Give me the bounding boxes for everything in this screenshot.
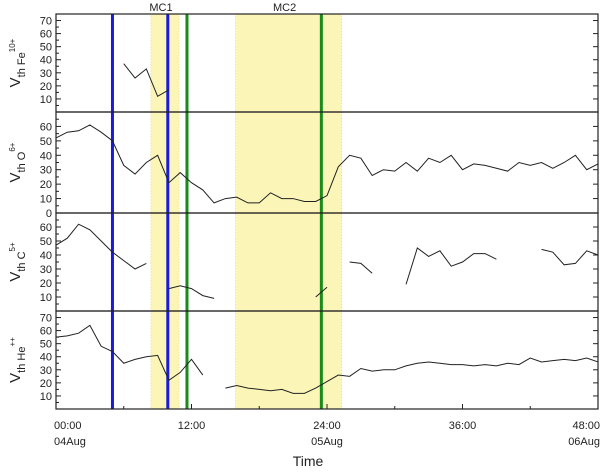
y-tick-label-panel1-4: 40 [40, 55, 52, 67]
region-label-2: MC2 [273, 2, 296, 14]
y-tick-label-panel4-6: 60 [40, 326, 52, 338]
y-tick-label-panel1-3: 30 [40, 68, 52, 80]
x-date-label-3: 05Aug [311, 436, 343, 448]
y-tick-label-panel2-5: 40 [40, 150, 52, 162]
y-axis-label-panel3: Vth C5+ [7, 242, 28, 282]
y-axis-label-panel1: Vth Fe10+ [7, 38, 28, 87]
y-tick-label-panel2-7: 60 [40, 121, 52, 133]
x-tick-label-1: 00:00 [54, 420, 82, 432]
x-tick-label-3: 24:00 [313, 420, 341, 432]
shaded-region-1 [150, 13, 180, 410]
series-line-panel1-segment1 [123, 63, 170, 98]
series-line-panel3-segment3 [315, 286, 328, 298]
x-tick-label-4: 36:00 [449, 420, 477, 432]
y-tick-label-panel3-4: 40 [40, 250, 52, 262]
y-tick-label-panel4-1: 10 [40, 391, 52, 403]
y-tick-label-panel3-2: 20 [40, 278, 52, 290]
y-tick-label-panel3-6: 60 [40, 222, 52, 234]
y-tick-label-panel3-5: 50 [40, 236, 52, 248]
x-date-label-1: 04Aug [54, 436, 86, 448]
y-axis-label-panel4: Vth He++ [7, 337, 28, 383]
y-tick-label-panel4-7: 70 [40, 313, 52, 325]
series-line-panel3-segment2 [168, 285, 215, 299]
region-layer [150, 13, 343, 410]
y-tick-label-panel2-3: 20 [40, 179, 52, 191]
series-line-panel2-segment1 [55, 124, 599, 204]
y-tick-label-panel4-2: 20 [40, 378, 52, 390]
x-tick-label-5: 48:00 [572, 420, 600, 432]
y-tick-label-panel3-1: 10 [40, 292, 52, 304]
axes-layer [55, 13, 599, 410]
x-tick-label-2: 12:00 [178, 420, 206, 432]
y-tick-label-panel1-2: 20 [40, 81, 52, 93]
region-label-1: MC1 [149, 2, 172, 14]
y-axis-label-panel2: Vth O6+ [7, 142, 28, 182]
x-axis-title: Time [293, 453, 324, 469]
y-tick-label-panel1-7: 70 [40, 16, 52, 28]
y-tick-label-panel4-4: 40 [40, 352, 52, 364]
y-tick-label-panel2-6: 50 [40, 136, 52, 148]
series-line-panel3-segment1 [55, 223, 147, 270]
series-line-panel3-segment4 [349, 261, 373, 274]
series-line-panel4-segment1 [55, 324, 204, 382]
y-tick-label-panel1-1: 10 [40, 94, 52, 106]
series-line-panel4-segment2 [225, 357, 599, 394]
y-tick-label-panel1-5: 50 [40, 42, 52, 54]
y-tick-label-panel3-3: 30 [40, 264, 52, 276]
series-line-panel3-segment5 [405, 247, 497, 285]
y-tick-label-panel4-5: 50 [40, 339, 52, 351]
shaded-region-2 [235, 13, 343, 410]
series-line-panel3-segment6 [541, 248, 599, 266]
y-tick-label-panel4-3: 30 [40, 365, 52, 377]
x-date-label-5: 06Aug [568, 436, 600, 448]
y-tick-label-panel2-1: 0 [46, 208, 52, 220]
y-tick-label-panel2-2: 10 [40, 194, 52, 206]
series-layer [55, 63, 599, 394]
y-tick-label-panel2-4: 30 [40, 165, 52, 177]
y-tick-label-panel1-6: 60 [40, 29, 52, 41]
vertical-line-layer [110, 14, 323, 409]
